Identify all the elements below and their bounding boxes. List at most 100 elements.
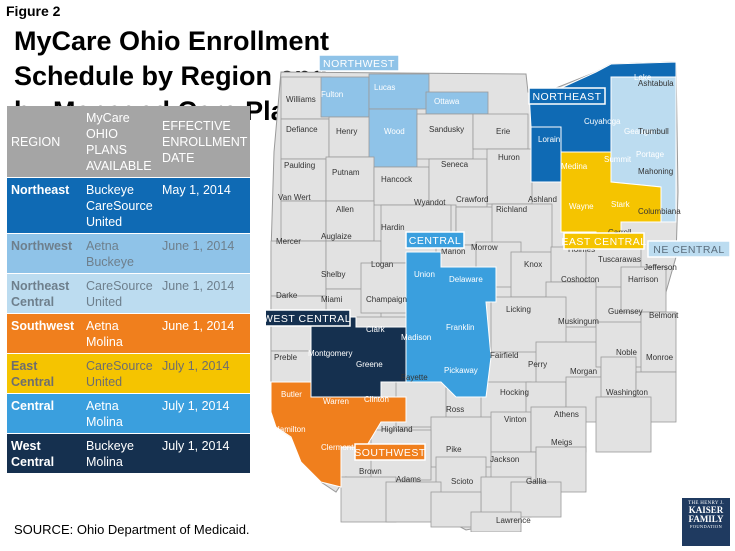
region-cell: Northeast Central bbox=[11, 279, 70, 309]
county-label-butler: Butler bbox=[281, 390, 302, 399]
region-cell: West Central bbox=[11, 439, 55, 469]
county-label-wyandot: Wyandot bbox=[414, 198, 446, 207]
county-hocking bbox=[490, 411, 532, 453]
county-label-muskingum: Muskingum bbox=[558, 317, 599, 326]
county-label-fairfield: Fairfield bbox=[490, 351, 518, 360]
county-label-richland: Richland bbox=[496, 205, 527, 214]
county-label-knox: Knox bbox=[524, 260, 542, 269]
svg-text:NE CENTRAL: NE CENTRAL bbox=[653, 244, 725, 256]
svg-text:NORTHWEST: NORTHWEST bbox=[323, 58, 395, 70]
county-label-hocking: Hocking bbox=[500, 388, 529, 397]
date-cell: July 1, 2014 bbox=[162, 399, 230, 413]
svg-text:NORTHEAST: NORTHEAST bbox=[532, 91, 601, 103]
region-label-ne-central: NE CENTRAL bbox=[647, 240, 731, 258]
county-label-hardin: Hardin bbox=[381, 223, 405, 232]
county-label-hancock: Hancock bbox=[381, 175, 413, 184]
county-label-franklin: Franklin bbox=[446, 323, 474, 332]
date-cell: June 1, 2014 bbox=[162, 319, 235, 333]
county-label-huron: Huron bbox=[498, 153, 520, 162]
county-label-lorain: Lorain bbox=[538, 135, 560, 144]
table-header-row: REGION MyCare OHIO PLANS AVAILABLE EFFEC… bbox=[7, 106, 250, 178]
county-label-gallia: Gallia bbox=[526, 477, 547, 486]
county-label-mercer: Mercer bbox=[276, 237, 301, 246]
county-label-geauga: Geauga bbox=[624, 127, 653, 136]
county-label-putnam: Putnam bbox=[332, 168, 360, 177]
county-label-hamilton: Hamilton bbox=[274, 425, 306, 434]
county-label-auglaize: Auglaize bbox=[321, 232, 352, 241]
logo-line-2: KAISER bbox=[688, 505, 724, 515]
header-plans: MyCare OHIO PLANS AVAILABLE bbox=[82, 106, 158, 178]
county-label-stark: Stark bbox=[611, 200, 631, 209]
logo-line-4: FOUNDATION bbox=[690, 524, 722, 529]
plans-cell: CareSource United bbox=[86, 279, 153, 309]
region-cell: East Central bbox=[11, 359, 55, 389]
county-label-vanwert: Van Wert bbox=[278, 193, 311, 202]
region-label-northwest: NORTHWEST bbox=[318, 54, 400, 72]
county-label-scioto: Scioto bbox=[451, 477, 474, 486]
county-label-meigs: Meigs bbox=[551, 438, 572, 447]
county-label-paulding: Paulding bbox=[284, 161, 315, 170]
county-hancock bbox=[373, 166, 430, 206]
county-putnam bbox=[325, 156, 375, 202]
county-label-darke: Darke bbox=[276, 291, 298, 300]
region-cell: Southwest bbox=[11, 319, 75, 333]
county-label-shelby: Shelby bbox=[321, 270, 345, 279]
region-cell: Northwest bbox=[11, 239, 73, 253]
region-label-southwest: SOUTHWEST bbox=[354, 443, 426, 461]
county-label-vinton: Vinton bbox=[504, 415, 527, 424]
county-label-ashtabula: Ashtabula bbox=[638, 79, 674, 88]
county-seneca bbox=[428, 158, 488, 208]
figure-label: Figure 2 bbox=[6, 3, 61, 19]
source-note: SOURCE: Ohio Department of Medicaid. bbox=[14, 522, 250, 537]
county-label-summit: Summit bbox=[604, 155, 632, 164]
region-label-east-central: EAST CENTRAL bbox=[561, 232, 646, 250]
plans-cell: Buckeye Molina bbox=[86, 439, 134, 469]
county-wood bbox=[368, 108, 418, 168]
county-label-lucas: Lucas bbox=[374, 83, 395, 92]
date-cell: July 1, 2014 bbox=[162, 359, 230, 373]
county-label-clermont: Clermont bbox=[321, 443, 354, 452]
enrollment-table: REGION MyCare OHIO PLANS AVAILABLE EFFEC… bbox=[7, 106, 250, 473]
county-label-union: Union bbox=[414, 270, 435, 279]
county-label-warren: Warren bbox=[323, 397, 349, 406]
county-label-guernsey: Guernsey bbox=[608, 307, 643, 316]
county-label-marion: Marion bbox=[441, 247, 465, 256]
county-label-trumbull: Trumbull bbox=[638, 127, 669, 136]
county-athens bbox=[530, 406, 587, 453]
county-label-clinton: Clinton bbox=[364, 395, 389, 404]
county-label-tuscarawas: Tuscarawas bbox=[598, 255, 641, 264]
county-washington bbox=[595, 396, 652, 453]
county-label-seneca: Seneca bbox=[441, 160, 469, 169]
date-cell: July 1, 2014 bbox=[162, 439, 230, 453]
county-label-washington: Washington bbox=[606, 388, 648, 397]
county-label-lawrence: Lawrence bbox=[496, 516, 531, 525]
logo-line-3: FAMILY bbox=[688, 514, 724, 524]
table-row: West Central Buckeye Molina July 1, 2014 bbox=[7, 433, 250, 473]
county-vanwert bbox=[280, 200, 327, 242]
county-label-allen: Allen bbox=[336, 205, 354, 214]
county-label-clark: Clark bbox=[366, 325, 386, 334]
county-label-monroe: Monroe bbox=[646, 353, 674, 362]
table-row: Northeast Central CareSource United June 1… bbox=[7, 273, 250, 314]
table-row: Central Aetna Molina July 1, 2014 bbox=[7, 393, 250, 434]
county-erie bbox=[472, 113, 529, 150]
county-label-miami: Miami bbox=[321, 295, 343, 304]
table-row: Southwest Aetna Molina June 1, 2014 bbox=[7, 313, 250, 354]
county-label-highland: Highland bbox=[381, 425, 413, 434]
county-label-fayette: Fayette bbox=[401, 373, 428, 382]
county-label-fulton: Fulton bbox=[321, 90, 343, 99]
county-lawrence bbox=[470, 511, 522, 532]
county-label-champaign: Champaign bbox=[366, 295, 407, 304]
date-cell: May 1, 2014 bbox=[162, 183, 231, 197]
county-noble bbox=[600, 356, 637, 398]
county-label-greene: Greene bbox=[356, 360, 383, 369]
county-label-perry: Perry bbox=[528, 360, 547, 369]
svg-text:SOUTHWEST: SOUTHWEST bbox=[354, 447, 426, 459]
county-label-cuyahoga: Cuyahoga bbox=[584, 117, 621, 126]
county-gallia bbox=[510, 481, 562, 518]
plans-cell: Buckeye CareSource United bbox=[86, 183, 153, 229]
county-label-henry: Henry bbox=[336, 127, 357, 136]
logo-line-1: THE HENRY J. bbox=[688, 501, 724, 506]
county-label-ross: Ross bbox=[446, 405, 464, 414]
